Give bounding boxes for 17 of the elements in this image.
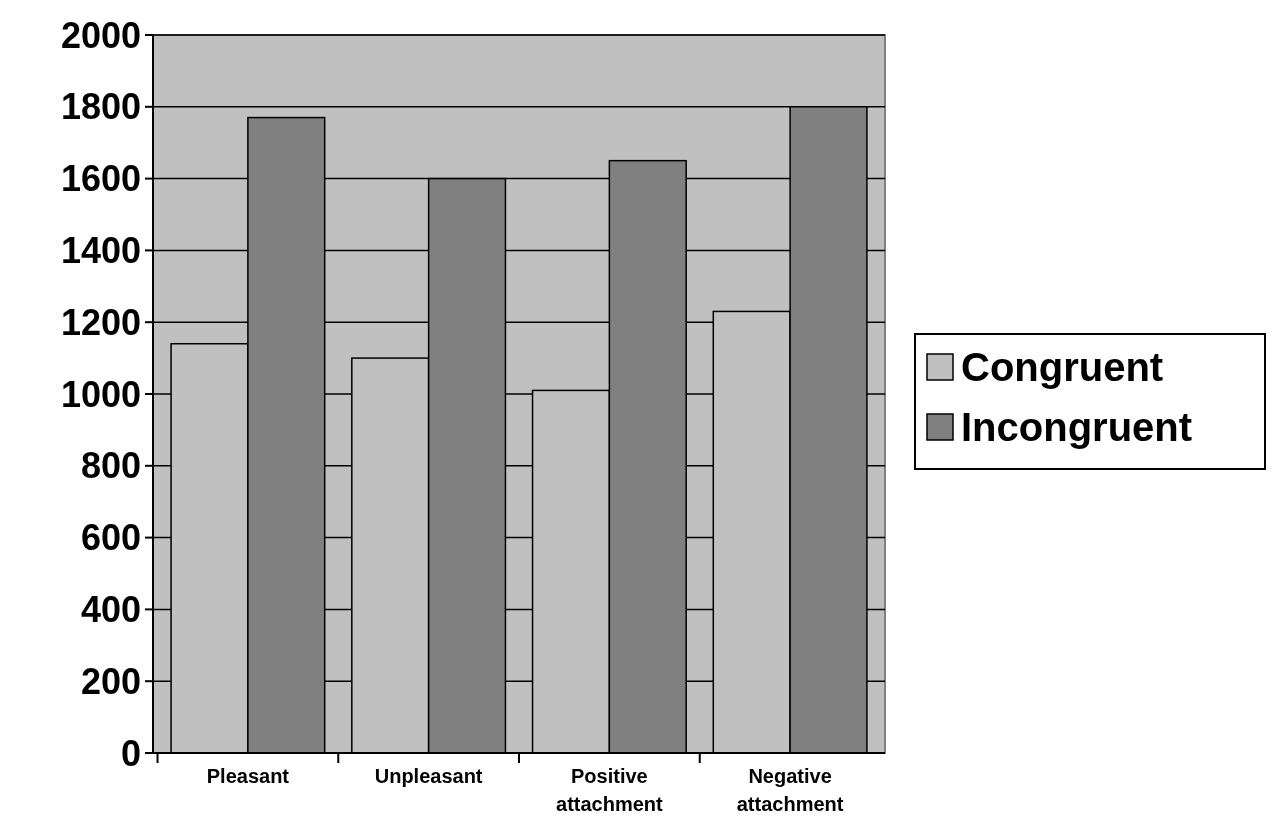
y-tick-label: 1200 — [60, 301, 141, 343]
y-tick-label: 2000 — [60, 14, 141, 56]
y-tick-label: 1600 — [60, 158, 141, 200]
y-tick-label: 400 — [80, 588, 141, 630]
y-tick-label: 0 — [120, 732, 141, 774]
x-tick-label: Positive attachment — [556, 765, 664, 815]
legend-label: Incongruent — [961, 405, 1193, 449]
y-tick-label: 1800 — [60, 86, 141, 128]
y-tick-label: 200 — [80, 660, 141, 702]
legend-label: Congruent — [961, 345, 1164, 389]
x-tick-label: Unpleasant — [374, 765, 483, 787]
x-tick-label: Negative attachment — [736, 765, 844, 815]
y-tick-label: 1400 — [60, 229, 141, 271]
y-tick-label: 800 — [80, 445, 141, 487]
x-tick-label: Pleasant — [206, 765, 290, 787]
y-tick-label: 600 — [80, 517, 141, 559]
y-tick-label: 1000 — [60, 373, 141, 415]
